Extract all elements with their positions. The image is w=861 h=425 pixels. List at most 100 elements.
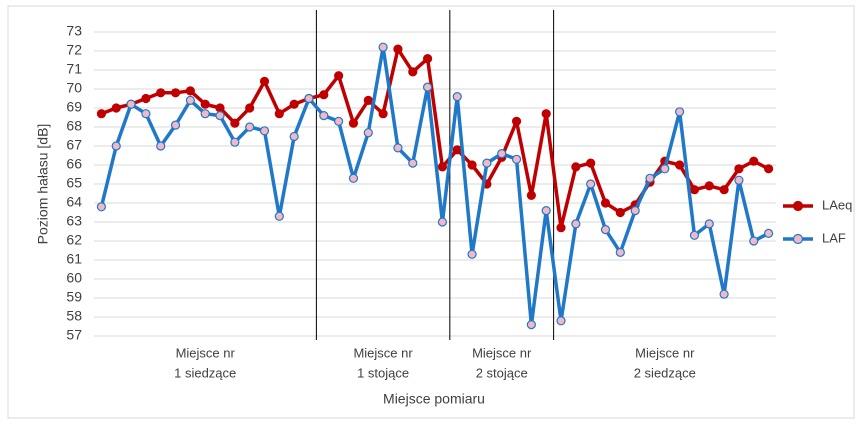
data-point xyxy=(156,88,166,98)
data-point xyxy=(660,164,670,174)
data-point xyxy=(526,320,536,330)
y-tick-label: 63 xyxy=(66,213,82,229)
data-point xyxy=(586,179,596,189)
y-tick-label: 57 xyxy=(66,327,82,343)
y-tick-label: 64 xyxy=(66,194,82,210)
data-point xyxy=(200,99,210,109)
data-point xyxy=(319,110,329,121)
data-point xyxy=(704,219,714,229)
data-point xyxy=(289,99,299,109)
y-tick-label: 62 xyxy=(66,232,82,248)
data-point xyxy=(600,225,611,235)
data-point xyxy=(675,107,685,117)
data-point xyxy=(763,164,774,174)
data-point xyxy=(452,91,462,102)
data-point xyxy=(200,109,210,119)
group-label: Miejsce nr xyxy=(353,345,413,360)
data-point xyxy=(334,116,344,126)
data-point xyxy=(437,217,448,227)
data-point xyxy=(467,160,477,170)
data-point xyxy=(96,109,107,119)
data-point xyxy=(289,131,299,142)
data-point xyxy=(185,95,195,106)
data-point xyxy=(749,156,759,166)
data-point xyxy=(170,120,181,130)
data-point xyxy=(482,158,492,168)
data-point xyxy=(511,116,522,126)
data-point xyxy=(689,185,700,195)
data-point xyxy=(734,164,744,174)
data-point xyxy=(719,185,729,195)
group-label: Miejsce nr xyxy=(472,345,532,360)
data-point xyxy=(111,141,121,151)
data-point xyxy=(689,230,700,240)
data-point xyxy=(615,247,625,257)
data-point xyxy=(556,316,566,326)
group-label: 2 stojące xyxy=(476,365,528,380)
data-point xyxy=(630,206,640,216)
y-axis-title: Poziom hałasu [dB] xyxy=(35,124,51,245)
data-point xyxy=(719,289,729,299)
data-point xyxy=(467,249,477,259)
data-point xyxy=(363,128,373,138)
legend-label: LAeq xyxy=(822,197,852,212)
y-tick-label: 72 xyxy=(66,42,82,58)
data-point xyxy=(393,143,403,153)
data-point xyxy=(378,109,388,119)
data-point xyxy=(215,110,225,121)
data-point xyxy=(408,67,418,77)
y-tick-label: 66 xyxy=(66,156,82,172)
y-tick-label: 59 xyxy=(66,289,82,305)
data-point xyxy=(704,181,714,191)
group-label: 2 siedzące xyxy=(634,365,696,380)
data-point xyxy=(245,122,255,132)
data-point xyxy=(422,82,433,92)
y-tick-label: 58 xyxy=(66,308,82,324)
y-tick-label: 61 xyxy=(66,251,82,267)
data-point xyxy=(586,158,596,168)
y-tick-label: 68 xyxy=(66,118,82,134)
data-point xyxy=(319,90,329,100)
data-point xyxy=(571,162,581,172)
data-point xyxy=(215,103,225,113)
data-point xyxy=(408,158,418,168)
data-point xyxy=(96,202,107,212)
data-point xyxy=(600,198,611,208)
data-point xyxy=(541,109,551,119)
data-point xyxy=(363,95,373,106)
data-point xyxy=(141,93,151,104)
data-point xyxy=(526,190,536,200)
legend-label: LAF xyxy=(822,230,846,245)
data-point xyxy=(378,42,388,52)
data-point xyxy=(645,173,655,183)
data-point xyxy=(615,207,625,218)
data-point xyxy=(556,223,566,233)
data-point xyxy=(185,86,195,96)
data-point xyxy=(126,99,136,109)
chart-frame xyxy=(7,5,855,419)
data-point xyxy=(334,71,344,81)
legend-marker xyxy=(792,200,804,212)
data-point xyxy=(274,109,284,119)
y-tick-label: 67 xyxy=(66,137,82,153)
group-label: Miejsce nr xyxy=(176,345,236,360)
data-point xyxy=(511,154,522,164)
legend-marker xyxy=(792,233,804,245)
data-point xyxy=(170,88,181,98)
data-point xyxy=(763,228,774,238)
data-point xyxy=(259,126,270,136)
data-point xyxy=(111,103,121,113)
data-point xyxy=(437,162,448,172)
y-tick-label: 70 xyxy=(66,80,82,96)
group-label: 1 stojące xyxy=(357,365,409,380)
data-point xyxy=(497,149,507,159)
group-label: Miejsce nr xyxy=(635,345,695,360)
data-point xyxy=(749,236,759,246)
data-point xyxy=(348,173,359,183)
y-tick-label: 69 xyxy=(66,99,82,115)
y-tick-label: 71 xyxy=(66,61,82,77)
y-tick-label: 65 xyxy=(66,175,82,191)
series-line xyxy=(99,45,770,327)
data-point xyxy=(422,53,433,64)
data-point xyxy=(452,145,462,155)
